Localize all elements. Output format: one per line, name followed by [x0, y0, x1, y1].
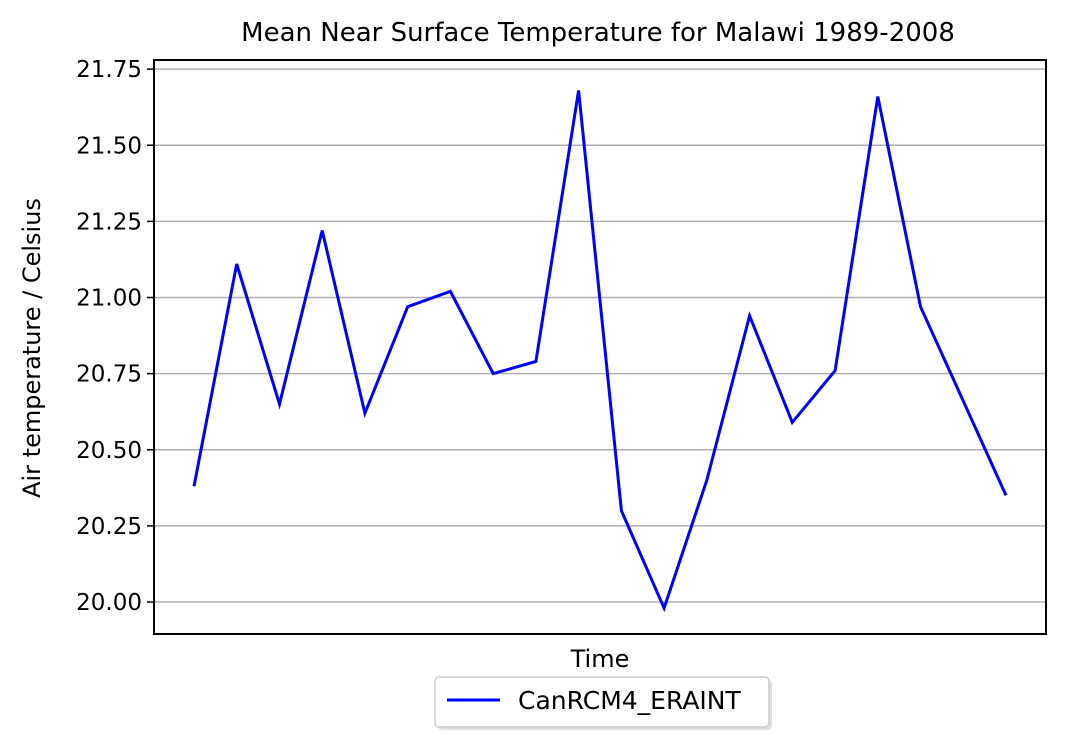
y-tick-label: 21.75: [76, 57, 142, 83]
y-tick-label: 21.25: [76, 209, 142, 235]
y-tick-label: 20.50: [76, 438, 142, 464]
y-tick-label: 20.25: [76, 514, 142, 540]
series-lines: [192, 90, 1008, 613]
y-tick-label: 20.75: [76, 362, 142, 388]
y-tick-label: 21.50: [76, 133, 142, 159]
y-axis-label: Air temperature / Celsius: [18, 198, 46, 498]
legend-box: [434, 676, 770, 728]
y-tick-label: 20.00: [76, 590, 142, 616]
x-axis-label: Time: [570, 645, 630, 673]
legend: CanRCM4_ERAINT: [434, 676, 772, 730]
series-line-canrcm4-eraint: [192, 90, 1008, 613]
plot-area-frame: [153, 59, 1047, 635]
grid-lines: [154, 68, 1046, 603]
y-tick-label: 21.00: [76, 286, 142, 312]
y-axis-ticks: 20.00 20.25 20.50 20.75 21.00 21.25 21.50 21.75: [76, 57, 154, 616]
legend-entry-label: CanRCM4_ERAINT: [518, 686, 742, 715]
chart-title: Mean Near Surface Temperature for Malawi…: [241, 18, 955, 48]
